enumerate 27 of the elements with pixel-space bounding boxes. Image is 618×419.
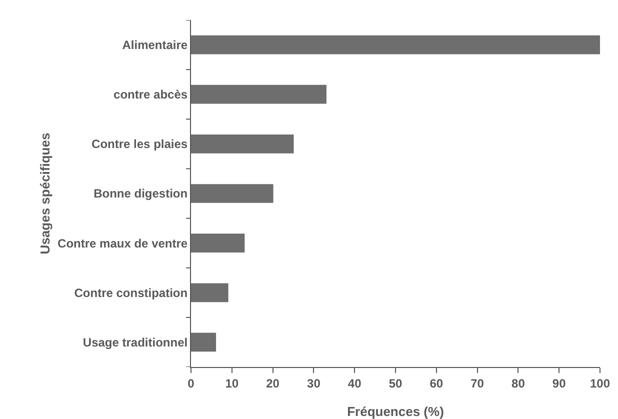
- bar: [191, 134, 294, 154]
- x-axis-title: Fréquences (%): [347, 404, 444, 419]
- x-tick-label: 30: [307, 376, 321, 390]
- x-tick-label: 40: [348, 376, 362, 390]
- x-tick-label: 100: [590, 376, 610, 390]
- x-tick-label: 70: [470, 376, 484, 390]
- y-tick-label: Usage traditionnel: [82, 335, 188, 350]
- y-tick-label: Contre les plaies: [92, 137, 188, 152]
- y-tick-label: Alimentaire: [122, 38, 188, 52]
- y-tick-label: Bonne digestion: [94, 186, 188, 201]
- bar: [191, 35, 600, 54]
- bar: [191, 332, 216, 352]
- bar: [191, 84, 326, 104]
- x-tick-label: 20: [266, 376, 280, 390]
- bar: [191, 283, 228, 302]
- x-tick-label: 0: [188, 376, 195, 390]
- bar: [191, 234, 245, 252]
- y-tick-label: Contre maux de ventre: [58, 236, 188, 250]
- x-tick-label: 60: [430, 376, 444, 390]
- y-axis-title: Usages spécifiques: [38, 132, 53, 254]
- x-tick-label: 50: [388, 376, 402, 390]
- x-tick-label: 80: [512, 376, 526, 390]
- y-tick-label: Contre constipation: [74, 286, 188, 300]
- x-tick-label: 10: [225, 376, 239, 390]
- y-tick-label: contre abcès: [114, 88, 188, 102]
- bar: [191, 184, 274, 203]
- x-tick-label: 90: [552, 376, 566, 390]
